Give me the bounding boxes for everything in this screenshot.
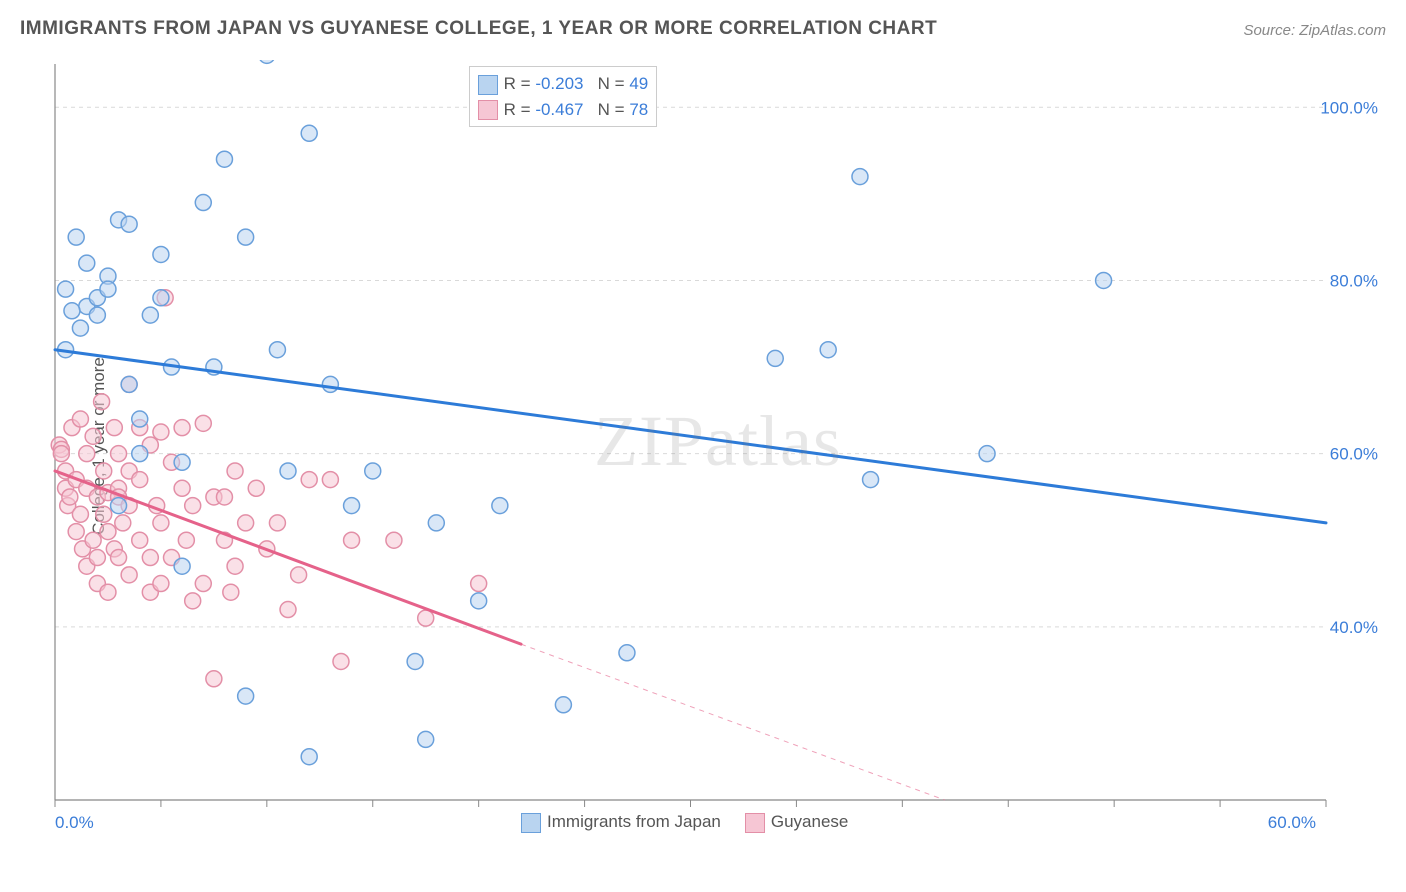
legend-series-label: Guyanese xyxy=(771,812,849,831)
svg-text:80.0%: 80.0% xyxy=(1330,271,1378,290)
scatter-plot-svg: 0.0% 60.0% 40.0% 60.0% 80.0% 100.0% xyxy=(50,60,1386,840)
svg-text:40.0%: 40.0% xyxy=(1330,618,1378,637)
legend-n-value: 49 xyxy=(629,74,648,93)
series-legend: Immigrants from Japan Guyanese xyxy=(521,812,848,833)
legend-swatch xyxy=(521,813,541,833)
legend-n-label: N = xyxy=(584,74,630,93)
legend-n-label: N = xyxy=(584,100,630,119)
legend-swatch xyxy=(745,813,765,833)
source-attribution: Source: ZipAtlas.com xyxy=(1243,22,1386,39)
legend-r-label: R = xyxy=(504,100,536,119)
legend-correlation-row: R = -0.203 N = 49 xyxy=(478,71,649,97)
legend-r-value: -0.203 xyxy=(535,74,583,93)
legend-r-value: -0.467 xyxy=(535,100,583,119)
chart-area: 0.0%60.0%40.0%60.0%80.0%100.0% ZIPatlas … xyxy=(50,60,1386,840)
legend-n-value: 78 xyxy=(629,100,648,119)
legend-swatch xyxy=(478,100,498,120)
legend-series-label: Immigrants from Japan xyxy=(547,812,721,831)
chart-title: IMMIGRANTS FROM JAPAN VS GUYANESE COLLEG… xyxy=(20,18,937,40)
svg-text:60.0%: 60.0% xyxy=(1330,445,1378,464)
svg-text:0.0%: 0.0% xyxy=(55,813,94,832)
legend-series-item: Immigrants from Japan xyxy=(521,812,721,833)
correlation-legend: R = -0.203 N = 49R = -0.467 N = 78 xyxy=(469,66,658,127)
legend-series-item: Guyanese xyxy=(745,812,849,833)
legend-correlation-row: R = -0.467 N = 78 xyxy=(478,97,649,123)
legend-r-label: R = xyxy=(504,74,536,93)
legend-swatch xyxy=(478,75,498,95)
svg-text:60.0%: 60.0% xyxy=(1268,813,1316,832)
svg-text:100.0%: 100.0% xyxy=(1320,98,1378,117)
